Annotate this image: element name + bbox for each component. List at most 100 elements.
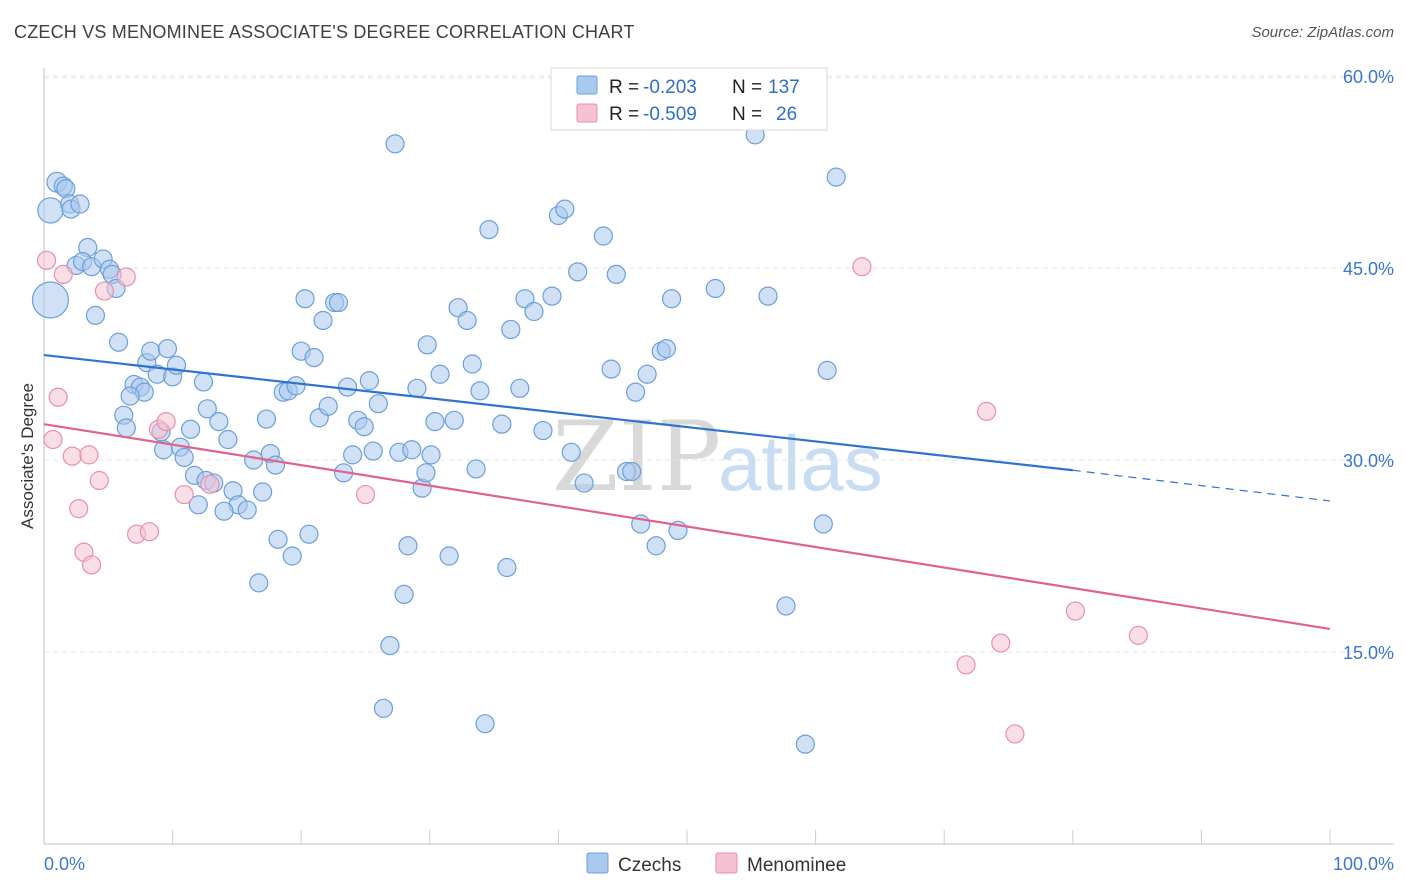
y-axis-label: Associate's Degree — [18, 383, 37, 529]
menominee-point — [1065, 601, 1085, 621]
czech-point — [574, 473, 594, 493]
menominee-point — [174, 484, 194, 505]
legend-r-label-czechs: R = — [609, 77, 639, 98]
czech-point — [826, 167, 846, 187]
legend-r-label-menominee: R = — [609, 104, 639, 125]
czech-point — [533, 420, 553, 441]
czech-point — [193, 372, 214, 392]
czech-point — [157, 339, 178, 359]
legend-n-value-czechs: 137 — [768, 77, 800, 98]
czech-point — [492, 414, 512, 434]
czech-point — [394, 584, 414, 605]
menominee-point — [1128, 625, 1148, 645]
legend-n-label-czechs: N = — [732, 77, 762, 98]
czech-point — [31, 281, 70, 319]
czech-point — [407, 378, 427, 398]
czech-point — [380, 635, 400, 656]
czech-point — [249, 573, 269, 593]
axes — [43, 68, 1394, 845]
czech-point — [304, 348, 324, 368]
menominee-point — [991, 633, 1011, 653]
czech-point — [256, 409, 277, 429]
legend-n-value-menominee: 26 — [776, 104, 797, 125]
czech-point — [430, 364, 450, 384]
chart-title: CZECH VS MENOMINEE ASSOCIATE'S DEGREE CO… — [14, 22, 635, 42]
czech-point — [218, 429, 238, 450]
czech-point — [466, 459, 486, 479]
legend-r-value-czechs: -0.203 — [643, 77, 697, 98]
czech-point — [776, 596, 796, 616]
czech-point — [188, 495, 208, 515]
czech-point — [116, 418, 136, 438]
czech-point — [328, 292, 349, 313]
czech-point — [470, 381, 490, 401]
menominee-point — [116, 267, 136, 287]
czech-point — [295, 289, 315, 309]
czech-point — [318, 396, 338, 416]
bottom-legend-swatch-menominee — [715, 852, 738, 874]
menominee-point — [1005, 724, 1025, 744]
czech-point — [402, 440, 422, 460]
czech-point — [313, 310, 333, 331]
menominee-point — [956, 655, 976, 675]
czech-point — [237, 500, 257, 520]
menominee-point — [36, 250, 57, 270]
menominee-point — [355, 484, 376, 505]
czech-point — [373, 698, 394, 718]
x-tick-label-max: 100.0% — [1333, 854, 1394, 874]
czech-point — [299, 524, 319, 544]
czech-point — [622, 461, 642, 482]
czech-point — [637, 364, 657, 384]
bottom-legend-label-czechs: Czechs — [618, 855, 681, 876]
czech-point — [37, 197, 64, 224]
trend-lines — [43, 353, 1331, 631]
czech-point — [568, 262, 588, 282]
czech-point — [181, 419, 201, 439]
czech-point — [337, 377, 358, 397]
czech-point — [214, 501, 234, 521]
series-legend: Czechs Menominee — [586, 852, 846, 876]
czech-point — [542, 286, 562, 306]
czech-point — [817, 360, 837, 380]
czech-point — [656, 339, 677, 359]
czech-point — [646, 536, 666, 556]
czech-point — [385, 134, 405, 154]
menominee-point — [89, 470, 109, 491]
czech-point — [524, 301, 544, 322]
czech-point — [439, 546, 459, 566]
czech-point — [601, 359, 621, 379]
menominee-point — [81, 555, 102, 575]
czech-point — [555, 199, 575, 219]
czech-point — [85, 305, 106, 325]
y-tick-labels: 15.0% 30.0% 45.0% 60.0% — [1343, 67, 1394, 663]
menominee-point — [156, 412, 176, 432]
x-tick-label-min: 0.0% — [44, 854, 85, 874]
x-tick-labels: 0.0% 100.0% — [44, 854, 1394, 874]
czech-point — [70, 194, 90, 214]
menominee-point — [48, 387, 68, 407]
correlation-legend: R = -0.203 N = 137 R = -0.509 N = 26 — [550, 67, 828, 131]
czech-point — [197, 399, 217, 419]
menominee-point — [977, 401, 997, 421]
czech-point — [368, 394, 388, 414]
czech-point — [244, 450, 264, 470]
bottom-legend-swatch-czechs — [586, 852, 609, 874]
czech-point — [268, 529, 288, 549]
czech-point — [813, 514, 833, 534]
legend-r-value-menominee: -0.509 — [643, 104, 697, 125]
czech-point — [398, 536, 418, 556]
czech-point — [497, 557, 517, 578]
y-tick-label: 15.0% — [1343, 643, 1394, 663]
watermark-zip: ZIP — [552, 401, 721, 513]
czech-point — [625, 382, 646, 402]
menominee-points — [36, 250, 1148, 744]
czech-point — [120, 386, 140, 406]
czech-point — [444, 410, 464, 430]
czech-point — [265, 455, 286, 475]
czech-point — [174, 447, 194, 468]
menominee-point — [43, 429, 63, 450]
czech-point — [479, 220, 499, 240]
menominee-point — [79, 445, 99, 465]
czech-point — [510, 378, 530, 398]
czech-point — [343, 445, 363, 465]
